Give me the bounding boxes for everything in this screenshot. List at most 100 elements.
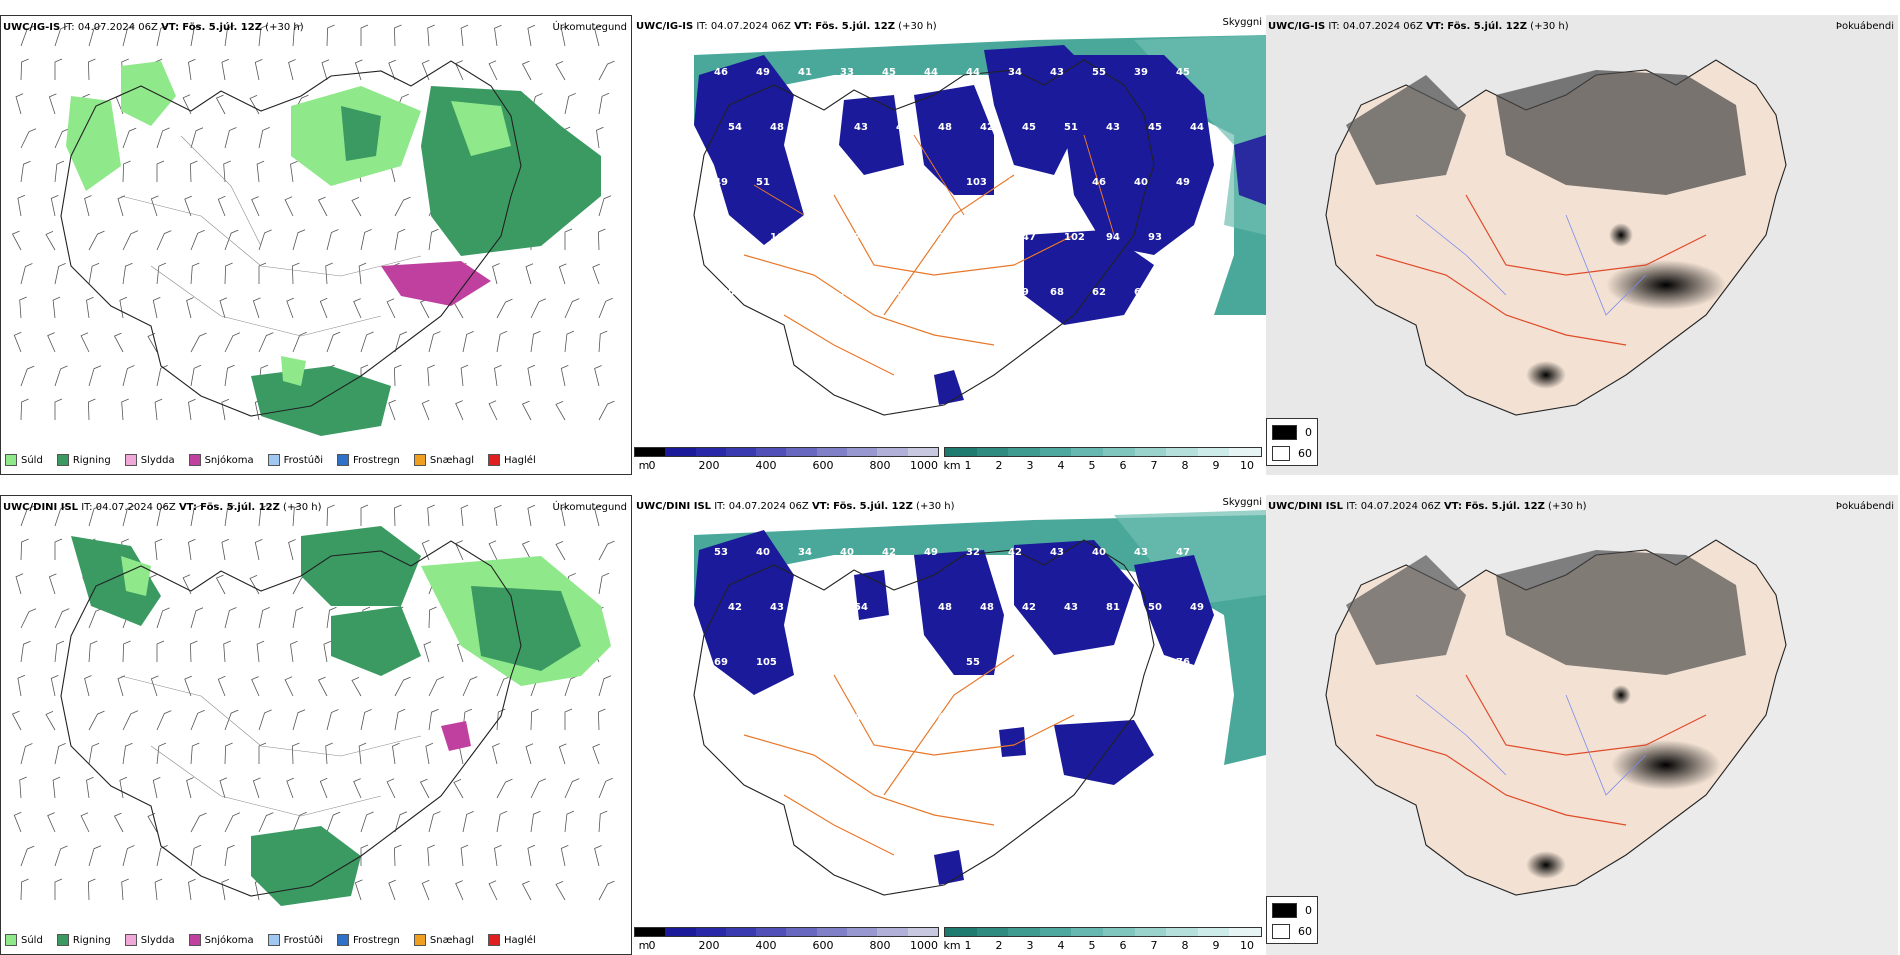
wind-barb — [290, 640, 298, 663]
wind-barb — [122, 710, 139, 731]
wind-barb — [325, 262, 333, 285]
wind-barb — [190, 364, 202, 387]
wind-barb — [254, 539, 263, 561]
ceiling-height-label: 69 — [714, 657, 728, 668]
wind-barb — [122, 640, 131, 663]
wind-barb — [419, 778, 430, 799]
wind-barb — [80, 332, 90, 353]
ceiling-height-label: 48 — [980, 602, 994, 613]
wind-barb — [54, 365, 68, 387]
visibility-ceiling-map: 53 40 34 40 42 49 32 42 43 40 43 47 42 43 49 54 46 48 48 42… — [693, 510, 1266, 896]
wind-barb — [221, 878, 230, 901]
wind-barb — [217, 675, 226, 697]
wind-barb — [496, 778, 513, 799]
wind-barb — [393, 364, 402, 387]
wind-barb — [122, 845, 135, 867]
ceiling-height-label: 47 — [938, 712, 952, 723]
wind-barb — [428, 676, 445, 697]
ceiling-height-label: 40 — [840, 547, 854, 558]
legend-item-suld: Súld — [5, 934, 43, 946]
ceiling-height-label: 46 — [714, 67, 728, 78]
wind-barb — [560, 505, 569, 527]
ceiling-height-label: 81 — [1106, 602, 1120, 613]
wind-barb — [421, 399, 430, 421]
ceiling-height-label: 101 — [770, 232, 791, 243]
wind-barb — [88, 640, 98, 663]
wind-barb — [11, 710, 22, 731]
wind-barb — [17, 194, 26, 217]
wind-barb — [54, 845, 68, 867]
wind-barb — [119, 296, 128, 319]
ceiling-height-label: 44 — [1190, 122, 1204, 133]
wind-barb — [525, 743, 534, 765]
wind-barb — [190, 709, 205, 731]
fog-panel-dini: UWC/DINI ISL IT: 04.07.2024 06Z VT: Fös.… — [1266, 495, 1898, 955]
wind-barb — [117, 675, 126, 697]
wind-barb — [555, 541, 566, 561]
wind-barb — [251, 676, 260, 697]
wind-barb — [393, 844, 402, 867]
wind-barb — [326, 811, 341, 833]
visibility-ceiling-panel-igis: UWC/IG-IS IT: 04.07.2024 06Z VT: Fös. 5.… — [634, 15, 1266, 475]
visibility-colorbar: km 1 2 3 4 5 6 7 8 9 10 — [943, 447, 1262, 472]
wind-barb — [20, 608, 37, 629]
ceiling-height-label: 49 — [896, 712, 910, 723]
ceiling-height-label: 52 — [728, 712, 742, 723]
wind-barb — [52, 296, 61, 319]
wind-barb — [20, 878, 29, 901]
ceiling-height-label: 35 — [882, 657, 896, 668]
ceiling-height-label: 103 — [966, 177, 987, 188]
wind-barb — [292, 229, 306, 251]
wind-barb — [188, 878, 196, 901]
legend-item-rigning: Rigning — [56, 934, 111, 946]
wind-barb — [224, 364, 235, 387]
wind-barb — [423, 641, 432, 663]
ceiling-height-label: 55 — [1092, 67, 1106, 78]
wind-barb — [462, 331, 474, 353]
wind-barb — [154, 538, 163, 561]
wind-barb — [156, 505, 168, 527]
wind-barb — [182, 574, 192, 595]
ceiling-height-label: 43 — [1134, 547, 1148, 558]
ceiling-height-label: 58 — [798, 177, 812, 188]
wind-barb — [223, 640, 231, 663]
ceiling-height-label: 49 — [924, 547, 938, 558]
wind-barb — [20, 58, 29, 81]
wind-barb — [598, 60, 615, 81]
wind-barb — [190, 127, 204, 149]
ceiling-height-label: 40 — [756, 547, 770, 558]
wind-barb — [598, 810, 608, 833]
visibility-colorbar: km 1 2 3 4 5 6 7 8 9 10 — [943, 927, 1262, 952]
legend-item-haglel: Haglél — [488, 934, 536, 946]
panel-title-visibility: Skyggni — [1222, 497, 1262, 508]
wind-barb — [288, 59, 296, 81]
wind-barb — [598, 92, 610, 115]
wind-barb — [460, 24, 469, 47]
wind-barb — [156, 640, 165, 662]
wind-barb — [492, 263, 500, 285]
wind-barb — [19, 776, 27, 799]
ceiling-height-label: 45 — [1176, 67, 1190, 78]
wind-barb — [598, 400, 615, 421]
wind-barb — [150, 675, 159, 697]
wind-barb — [564, 228, 573, 250]
wind-barb — [290, 160, 298, 183]
wind-barb — [292, 504, 302, 527]
wind-barb — [527, 504, 536, 527]
wind-barb — [186, 297, 194, 319]
wind-barb — [224, 504, 235, 527]
wind-barb — [560, 365, 569, 387]
wind-barb — [54, 398, 63, 420]
wind-barb — [594, 25, 602, 47]
ceiling-height-label: 76 — [1176, 657, 1190, 668]
wind-barb — [84, 195, 92, 217]
wind-barb — [323, 640, 332, 663]
ceiling-height-label: 47 — [1022, 232, 1036, 243]
ceiling-height-label: 406 — [924, 287, 945, 298]
wind-barb — [20, 538, 29, 561]
ceiling-height-label: 43 — [1106, 122, 1120, 133]
wind-barb — [113, 812, 124, 833]
wind-barb — [360, 229, 372, 251]
ceiling-height-label: 509 — [1008, 287, 1029, 298]
fog-legend-dini: 0 60 — [1266, 896, 1318, 944]
